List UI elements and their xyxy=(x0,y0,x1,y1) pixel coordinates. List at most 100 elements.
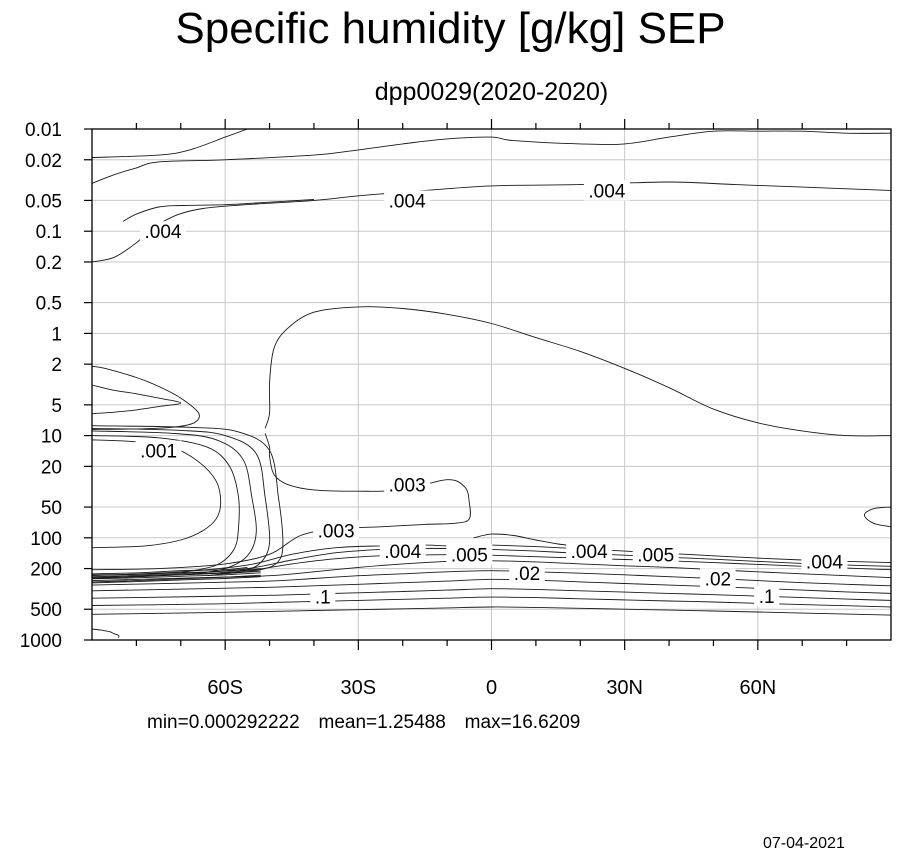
contour-line xyxy=(91,430,257,576)
contour-label-group: .1 xyxy=(754,585,780,608)
contour-label: .004 xyxy=(571,542,608,563)
contour-label-bg xyxy=(384,474,431,495)
stats-max: max=16.6209 xyxy=(464,712,581,733)
contour-label-bg xyxy=(135,440,182,461)
contour-label-bg xyxy=(700,568,736,589)
contour-line xyxy=(91,554,892,579)
contour-line xyxy=(91,560,892,582)
y-tick-label: 50 xyxy=(41,498,62,519)
contour-label: .004 xyxy=(588,182,625,203)
contour-line xyxy=(91,568,261,576)
contour-line xyxy=(91,128,248,158)
y-tick-label: 100 xyxy=(30,529,62,550)
stats-mean: mean=1.25488 xyxy=(318,712,446,733)
contour-label: .004 xyxy=(145,222,182,243)
contour-label-bg xyxy=(801,551,848,572)
contour-label-group: .001 xyxy=(135,440,182,463)
contour-label-bg xyxy=(379,541,426,562)
contour-label-bg xyxy=(754,585,780,606)
contour-line xyxy=(863,506,892,528)
axis-ticks: 0.010.020.050.10.20.51251020501002005001… xyxy=(20,119,848,699)
contour-line xyxy=(91,570,261,579)
contour-label: .004 xyxy=(806,552,843,573)
x-tick-label: 30N xyxy=(606,677,643,699)
contour-label: .001 xyxy=(140,442,177,463)
contour-label-bg xyxy=(313,520,360,541)
contour-label-bg xyxy=(632,544,679,565)
contour-label-bg xyxy=(140,221,187,242)
contour-label-group: .004 xyxy=(801,551,848,573)
contour-label-group: .02 xyxy=(700,568,736,590)
contour-label: .1 xyxy=(315,587,331,608)
y-tick-label: 0.01 xyxy=(25,120,62,141)
y-tick-label: 0.02 xyxy=(25,151,62,172)
contour-label-bg xyxy=(566,541,613,562)
y-tick-label: 20 xyxy=(41,457,62,478)
contour-label: .003 xyxy=(318,522,355,543)
contour-label-group: .004 xyxy=(583,180,630,203)
contour-line xyxy=(91,130,892,184)
contour-line xyxy=(473,533,581,548)
contour-line xyxy=(91,433,471,571)
contour-label-group: .004 xyxy=(384,190,431,212)
x-tick-label: 60S xyxy=(207,677,243,699)
y-tick-label: 0.05 xyxy=(25,191,62,212)
contour-label-bg xyxy=(509,562,545,583)
y-tick-label: 1000 xyxy=(20,631,62,652)
contour-line xyxy=(91,435,240,574)
contour-label-group: .005 xyxy=(632,544,679,566)
x-tick-label: 0 xyxy=(486,677,497,699)
stats-min: min=0.000292222 xyxy=(147,712,300,733)
contour-label-group: .1 xyxy=(310,586,336,608)
y-tick-label: 0.1 xyxy=(36,222,62,243)
contour-label-bg xyxy=(310,586,336,607)
contour-line xyxy=(91,547,892,578)
stats-line: min=0.000292222 mean=1.25488 max=16.6209 xyxy=(147,711,580,735)
contour-label-group: .004 xyxy=(140,221,187,243)
contour-label: .005 xyxy=(637,545,674,566)
chart-subtitle: dpp0029(2020-2020) xyxy=(374,78,609,106)
contour-label-bg xyxy=(384,190,431,211)
contour-line xyxy=(122,199,314,222)
date-stamp: 07-04-2021 xyxy=(763,835,845,852)
y-tick-label: 0.2 xyxy=(36,253,62,274)
contour-label: .003 xyxy=(389,475,426,496)
contour-label-group: .004 xyxy=(379,541,426,563)
contour-label-group: .02 xyxy=(509,562,545,585)
y-tick-label: 500 xyxy=(30,600,62,621)
contour-label-bg xyxy=(583,180,630,201)
y-tick-label: 200 xyxy=(30,560,62,581)
contour-line xyxy=(91,427,271,577)
contour-label: .02 xyxy=(514,564,540,585)
contour-line xyxy=(91,576,261,584)
contour-line xyxy=(91,425,284,575)
contour-line xyxy=(91,606,892,616)
x-tick-label: 30S xyxy=(341,677,377,699)
contour-line xyxy=(264,306,892,437)
contour-label: .005 xyxy=(451,545,488,566)
contour-label-group: .005 xyxy=(446,544,493,566)
contour-line xyxy=(91,574,261,583)
y-tick-label: 0.5 xyxy=(36,294,62,315)
y-tick-label: 2 xyxy=(51,355,62,376)
contour-line xyxy=(91,566,248,575)
y-tick-label: 10 xyxy=(41,427,62,448)
x-tick-label: 60N xyxy=(739,677,776,699)
contour-label: .004 xyxy=(384,542,421,563)
chart-title: Specific humidity [g/kg] SEP xyxy=(175,4,726,53)
y-tick-label: 1 xyxy=(51,324,62,345)
contour-label-group: .003 xyxy=(313,520,360,543)
contour-line xyxy=(91,572,261,580)
contour-label: .1 xyxy=(759,587,775,608)
contour-line xyxy=(91,384,182,415)
contour-label: .02 xyxy=(705,569,731,590)
contour-labels: .004 .004 .004 .001 .003 .003 .004 .004 .004 .005… xyxy=(135,180,848,608)
contour-label-group: .003 xyxy=(384,474,431,496)
contour-label-bg xyxy=(446,544,493,565)
y-tick-label: 5 xyxy=(51,396,62,417)
contour-line xyxy=(91,628,120,638)
contour-label: .004 xyxy=(389,191,426,212)
contour-line xyxy=(91,365,200,430)
contour-label-group: .004 xyxy=(566,541,613,563)
